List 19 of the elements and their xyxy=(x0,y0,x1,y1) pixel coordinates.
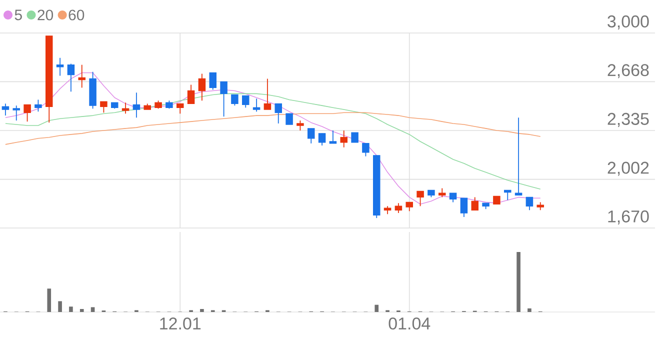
bar xyxy=(80,309,84,312)
legend-label: 20 xyxy=(38,10,54,20)
bar xyxy=(200,309,204,312)
bar xyxy=(58,301,62,312)
legend-label: 5 xyxy=(14,10,22,20)
bar xyxy=(528,308,532,312)
x-tick-label: 01.04 xyxy=(388,318,430,330)
y-tick-label: 3,000 xyxy=(608,15,649,30)
bar xyxy=(69,306,73,312)
bar xyxy=(90,307,95,312)
x-tick-label: 12.01 xyxy=(160,318,201,330)
y-tick-label: 2,335 xyxy=(608,112,649,127)
bar xyxy=(47,288,52,312)
y-tick-label: 2,002 xyxy=(608,162,649,176)
y-tick-label: 2,668 xyxy=(608,64,649,78)
bar xyxy=(374,304,379,312)
bar xyxy=(516,252,520,312)
y-tick-label: 1,670 xyxy=(608,210,649,224)
legend-label: 60 xyxy=(68,10,84,20)
